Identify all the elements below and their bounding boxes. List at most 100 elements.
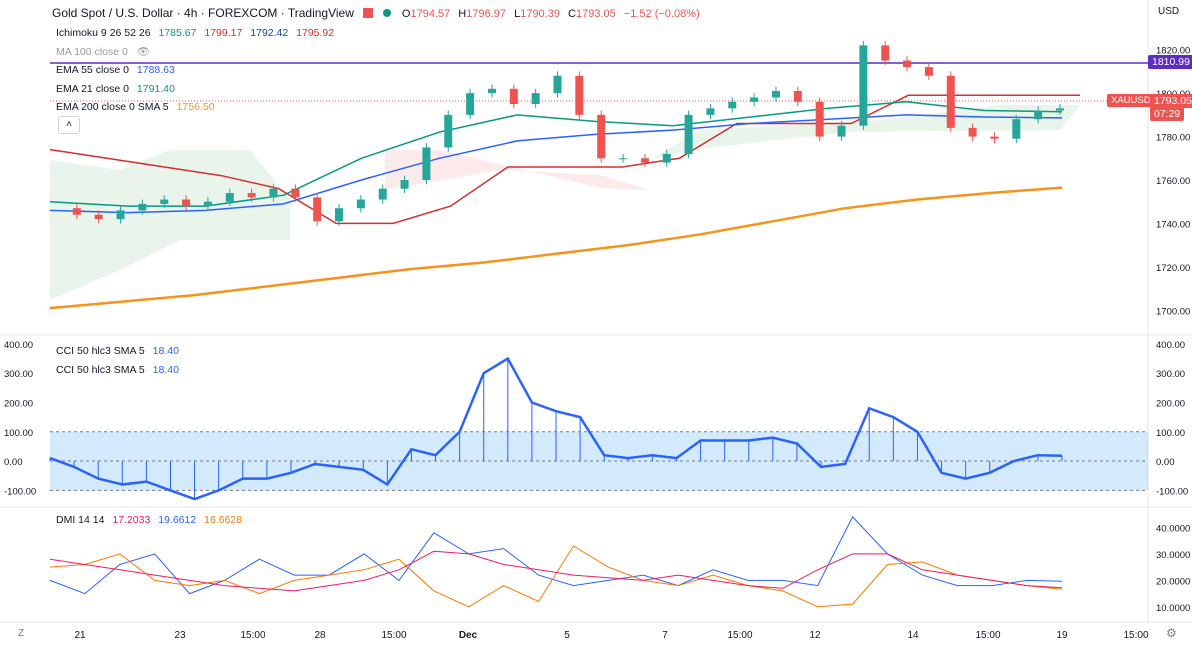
candle-body [684, 114, 693, 154]
ohlc-close: 1793.05 [575, 8, 616, 20]
legend-ema200[interactable]: EMA 200 close 0 SMA 5 1756.50 [56, 101, 215, 113]
y-tick-label: 0.00 [1156, 457, 1175, 468]
y-tick-label: 1740.00 [1156, 219, 1190, 230]
y-tick-label: 40.0000 [1156, 524, 1190, 535]
legend-ichimoku-name: Ichimoku 9 26 52 26 [56, 27, 151, 39]
candle-body [990, 136, 999, 139]
candle-body [946, 75, 955, 128]
legend-ema21-name: EMA 21 close 0 [56, 83, 129, 95]
x-tick-label: 15:00 [727, 630, 752, 641]
legend-ema21-value: 1791.40 [136, 83, 175, 95]
candle-body [356, 199, 365, 209]
candle-body [640, 158, 649, 163]
ichimoku-cloud-bear [385, 150, 650, 190]
hidden-eye-icon[interactable]: 👁 [136, 46, 151, 58]
series-dmi_minus [49, 545, 1063, 608]
candle-body [487, 88, 496, 94]
level-price-tag[interactable]: 1810.99 [1148, 55, 1192, 69]
ohlc-high: 1796.97 [466, 8, 507, 20]
candle-body [859, 45, 868, 126]
legend-ichimoku[interactable]: Ichimoku 9 26 52 26 1785.67 1799.17 1792… [56, 27, 334, 39]
legend-ma100[interactable]: MA 100 close 0 👁 [56, 45, 150, 58]
last-price-tag[interactable]: 1793.05 [1150, 94, 1192, 108]
series-dmi_plus [49, 516, 1063, 595]
candle-body [378, 188, 387, 200]
chart-header: Gold Spot / U.S. Dollar · 4h · FOREXCOM … [52, 6, 700, 20]
legend-cci-2-name: CCI 50 hlc3 SMA 5 [56, 364, 145, 376]
x-tick-label: 12 [809, 630, 821, 641]
y-tick-label: -100.00 [4, 486, 36, 497]
y-tick-label: -100.00 [1156, 486, 1188, 497]
candle-body [400, 180, 409, 189]
legend-cci-2[interactable]: CCI 50 hlc3 SMA 5 18.40 [56, 364, 179, 376]
y-tick-label: 0.00 [4, 457, 23, 468]
legend-ma100-name: MA 100 close 0 [56, 46, 128, 58]
series-cci [49, 356, 1063, 501]
candle-body [1056, 108, 1064, 111]
series-ema21 [49, 101, 1063, 207]
candle-body [1034, 110, 1043, 120]
y-tick-label: 300.00 [4, 369, 33, 380]
y-tick-label: 1720.00 [1156, 263, 1190, 274]
y-tick-label: 400.00 [4, 340, 33, 351]
x-tick-label: 23 [174, 630, 186, 641]
ohlc-change: −1.52 (−0.08%) [623, 8, 700, 20]
legend-cci-1-value: 18.40 [152, 345, 179, 357]
candle-body [837, 125, 846, 137]
candle-body [662, 153, 671, 163]
x-tick-label: 7 [662, 630, 668, 641]
ichimoku-cloud-bull-2 [650, 105, 1080, 160]
candle-body [313, 197, 322, 222]
ohlc-low: 1790.39 [520, 8, 560, 20]
candle-body [793, 90, 802, 102]
candle-body [706, 108, 715, 115]
legend-ema200-value: 1756.50 [176, 101, 215, 113]
y-tick-label: 1760.00 [1156, 176, 1190, 187]
chart-title: Gold Spot / U.S. Dollar · 4h · FOREXCOM … [52, 6, 354, 20]
candle-body [72, 208, 81, 215]
candle-body [968, 127, 977, 137]
legend-cci-1-name: CCI 50 hlc3 SMA 5 [56, 345, 145, 357]
legend-cci-1[interactable]: CCI 50 hlc3 SMA 5 18.40 [56, 345, 179, 357]
x-tick-label: 19 [1056, 630, 1068, 641]
candle-body [269, 188, 278, 198]
legend-ema21[interactable]: EMA 21 close 0 1791.40 [56, 83, 175, 95]
candle-body [225, 193, 234, 202]
y-tick-label: 200.00 [1156, 398, 1185, 409]
legend-cci-2-value: 18.40 [152, 364, 179, 376]
legend-ema200-name: EMA 200 close 0 SMA 5 [56, 101, 169, 113]
candle-body [903, 60, 912, 68]
legend-ichimoku-v1: 1785.67 [158, 27, 197, 39]
currency-label[interactable]: USD [1158, 6, 1180, 17]
timezone-button[interactable]: Z [18, 628, 25, 639]
x-tick-label: 15:00 [975, 630, 1000, 641]
legend-dmi-v3: 16.6628 [204, 514, 243, 526]
candle-body [815, 101, 824, 137]
legend-dmi-v2: 19.6612 [158, 514, 197, 526]
collapse-legend-button[interactable]: ˄ [58, 116, 80, 134]
x-tick-label: 15:00 [381, 630, 406, 641]
candle-body [881, 45, 890, 61]
flag-icon[interactable] [363, 8, 374, 18]
candle-body [531, 93, 540, 104]
legend-ichimoku-v3: 1792.42 [250, 27, 289, 39]
series-ema200 [49, 186, 1063, 310]
candle-body [160, 199, 169, 204]
countdown-tag: 07:29 [1150, 107, 1185, 121]
candle-body [575, 75, 584, 115]
y-tick-label: 300.00 [1156, 369, 1185, 380]
candle-body [203, 201, 212, 207]
symbol-tag: XAUUSD [1107, 94, 1155, 107]
series-ema55 [49, 114, 1063, 214]
candle-body [422, 147, 431, 180]
legend-dmi[interactable]: DMI 14 14 17.2033 19.6612 16.6628 [56, 514, 242, 526]
market-status-icon [382, 9, 391, 17]
candle-body [94, 214, 103, 220]
legend-ema55[interactable]: EMA 55 close 0 1788.63 [56, 64, 175, 76]
settings-gear-icon[interactable]: ⚙ [1166, 626, 1177, 640]
y-tick-label: 1780.00 [1156, 133, 1190, 144]
x-tick-label: 15:00 [1123, 630, 1148, 641]
candle-body [924, 67, 933, 76]
